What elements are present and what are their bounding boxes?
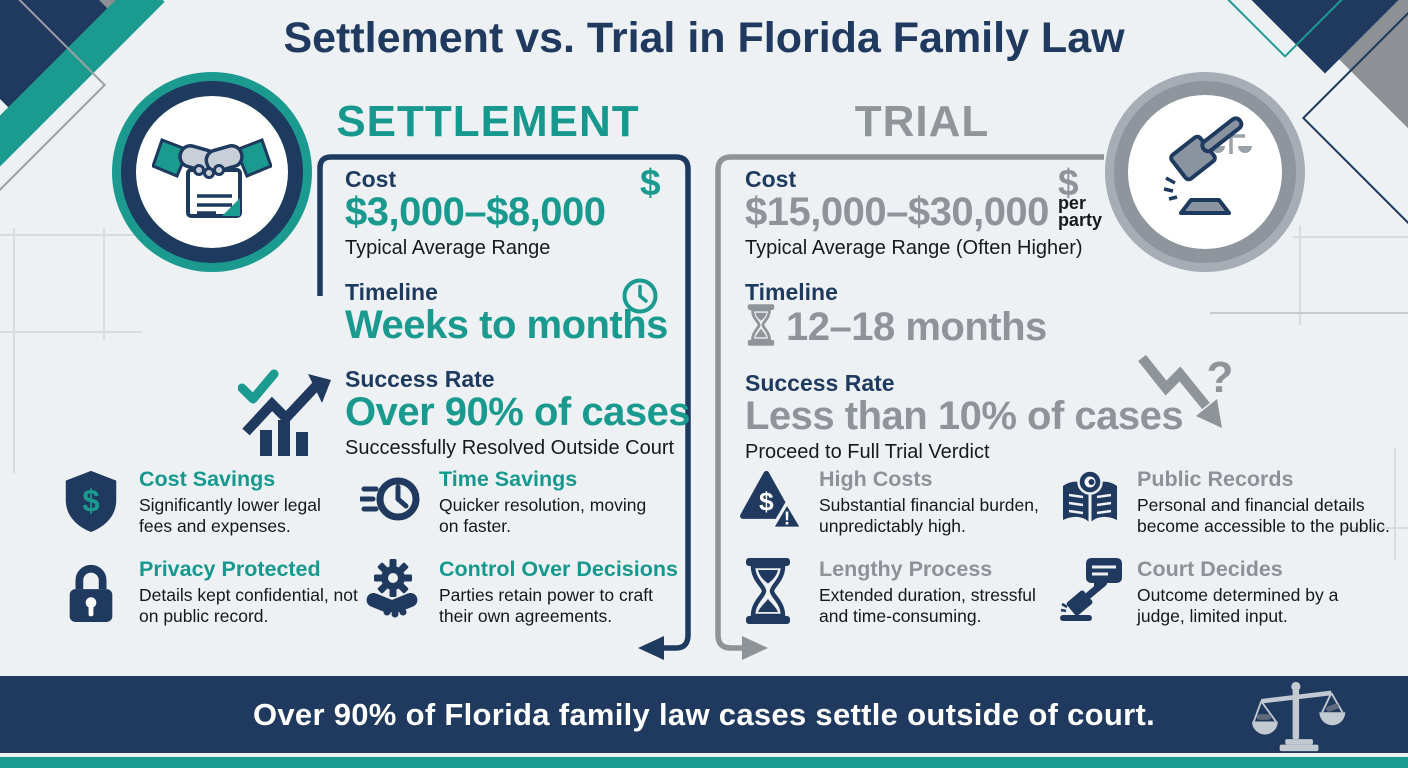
settlement-badge — [112, 72, 312, 272]
trial-stats: Cost $15,000–$30,000 per party Typical A… — [745, 167, 1184, 464]
svg-text:$: $ — [82, 484, 99, 519]
drawback-court-decides: Court Decides Outcome determined by a ju… — [1058, 558, 1355, 628]
drawback-desc: Outcome determined by a judge, limited i… — [1137, 584, 1339, 627]
settlement-success-label: Success Rate — [345, 366, 495, 393]
trial-success-label: Success Rate — [745, 369, 895, 396]
benefit-desc: Parties retain power to craft their own … — [439, 584, 653, 627]
drawback-high-costs: $ ! High Costs Substantial financial bur… — [740, 468, 1073, 539]
benefit-control-over-decisions: Control Over Decisions Parties retain po… — [360, 558, 691, 628]
svg-text:?: ? — [1207, 353, 1234, 402]
benefit-title: Control Over Decisions — [439, 557, 678, 581]
fast-clock-icon — [358, 468, 424, 538]
grid-line — [1293, 236, 1408, 238]
grid-line — [13, 228, 15, 473]
trial-success-note: Proceed to Full Trial Verdict — [745, 441, 990, 464]
trial-header: TRIAL — [854, 97, 990, 146]
benefit-desc: Significantly lower legal fees and expen… — [139, 494, 321, 537]
drawback-public-records: Public Records Personal and financial de… — [1058, 468, 1401, 538]
grid-line — [1299, 225, 1301, 325]
footer-teal-strip — [0, 757, 1408, 768]
grid-line — [0, 331, 142, 333]
benefit-title: Cost Savings — [139, 467, 276, 491]
trial-cost-value: $15,000–$30,000 — [745, 190, 1049, 235]
trial-timeline-value: 12–18 months — [786, 304, 1047, 349]
open-book-eye-icon — [1058, 468, 1122, 538]
benefit-cost-savings: $ Cost Savings Significantly lower legal… — [60, 468, 353, 539]
growth-arrow-icon — [237, 366, 334, 463]
dollar-sign-icon: $ — [1058, 162, 1079, 203]
settlement-cost-note: Typical Average Range — [345, 237, 551, 260]
settlement-success-value: Over 90% of cases — [345, 390, 691, 435]
handshake-document-icon — [121, 81, 303, 263]
drawback-desc: Personal and financial details become ac… — [1137, 494, 1390, 537]
padlock-icon — [60, 558, 124, 629]
page-title: Settlement vs. Trial in Florida Family L… — [283, 14, 1125, 62]
grid-line — [1394, 448, 1396, 560]
trial-badge — [1105, 72, 1305, 272]
trial-timeline-label: Timeline — [745, 278, 838, 305]
drawback-lengthy-process: Lengthy Process Extended duration, stres… — [740, 558, 1061, 629]
grid-line — [103, 228, 105, 340]
settlement-success-note: Successfully Resolved Outside Court — [345, 437, 675, 460]
shield-dollar-icon: $ — [60, 468, 124, 539]
trial-arrow-right-icon — [742, 636, 768, 660]
dollar-sign-icon: $ — [640, 162, 661, 203]
svg-text:!: ! — [784, 508, 790, 529]
hourglass-icon — [745, 304, 777, 351]
handshake-gear-icon — [360, 558, 424, 628]
drawback-title: Public Records — [1137, 467, 1294, 491]
decline-arrow-question-icon: ? — [1136, 352, 1236, 452]
benefit-title: Privacy Protected — [139, 557, 321, 581]
settlement-arrow-left-icon — [638, 636, 664, 660]
svg-text:$: $ — [759, 486, 774, 516]
grid-line — [1341, 527, 1408, 529]
benefit-title: Time Savings — [439, 467, 578, 491]
benefit-desc: Details kept confidential, not on public… — [139, 584, 358, 627]
drawback-desc: Substantial financial burden, unpredicta… — [819, 494, 1039, 537]
grid-line — [1210, 312, 1408, 314]
drawback-desc: Extended duration, stressful and time-co… — [819, 584, 1036, 627]
benefit-privacy-protected: Privacy Protected Details kept confident… — [60, 558, 367, 629]
trial-cost-note: Typical Average Range (Often Higher) — [745, 237, 1083, 260]
clock-icon — [620, 276, 660, 321]
gavel-speech-icon — [1058, 558, 1122, 628]
footer-message: Over 90% of Florida family law cases set… — [252, 696, 1156, 732]
hourglass-icon — [740, 558, 804, 629]
settlement-header: SETTLEMENT — [336, 97, 640, 146]
drawback-title: Court Decides — [1137, 557, 1283, 581]
gavel-icon — [1114, 81, 1296, 263]
drawback-title: Lengthy Process — [819, 557, 993, 581]
grid-line — [0, 234, 142, 236]
warning-dollar-icon: $ ! — [740, 468, 804, 539]
benefit-time-savings: Time Savings Quicker resolution, moving … — [358, 467, 667, 538]
footer-banner: Over 90% of Florida family law cases set… — [0, 676, 1408, 753]
drawback-title: High Costs — [819, 467, 933, 491]
scales-of-justice-icon — [1252, 680, 1348, 757]
benefit-desc: Quicker resolution, moving on faster. — [439, 494, 647, 537]
trial-success-value: Less than 10% of cases — [745, 394, 1184, 438]
